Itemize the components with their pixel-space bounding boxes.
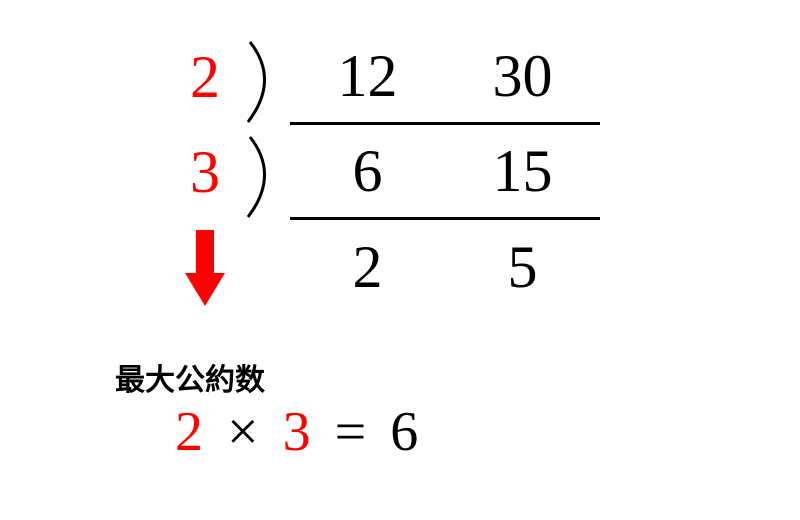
eq-times: × — [227, 401, 259, 463]
bracket-1 — [240, 30, 290, 125]
bracket-2 — [240, 125, 290, 220]
num-r3-c1: 2 — [290, 233, 445, 302]
num-r2-c1: 6 — [290, 137, 445, 206]
bracket-arc-icon — [240, 30, 290, 125]
dividends-row-2: 6 15 — [290, 125, 600, 220]
num-r2-c2: 15 — [445, 137, 600, 206]
divisor-2: 3 — [170, 138, 240, 207]
eq-equals: = — [335, 401, 367, 463]
arrow-cell — [170, 220, 240, 315]
ladder-row-1: 2 12 30 — [170, 30, 600, 125]
ladder-row-2: 3 6 15 — [170, 125, 600, 220]
num-r1-c2: 30 — [445, 42, 600, 111]
eq-result: 6 — [390, 401, 418, 463]
down-arrow-icon — [182, 228, 228, 308]
dividends-row-3: 2 5 — [290, 220, 600, 315]
num-r3-c2: 5 — [445, 233, 600, 302]
gcd-equation: 2 × 3 = 6 — [175, 400, 418, 464]
ladder-division: 2 12 30 3 6 15 — [170, 30, 600, 315]
ladder-row-3: 2 5 — [170, 220, 600, 315]
eq-a: 2 — [175, 401, 203, 463]
bracket-arc-icon — [240, 125, 290, 220]
eq-b: 3 — [283, 401, 311, 463]
bracket-3-empty — [240, 220, 290, 315]
gcd-label: 最大公約数 — [115, 355, 265, 399]
divisor-1: 2 — [170, 43, 240, 112]
dividends-row-1: 12 30 — [290, 30, 600, 125]
num-r1-c1: 12 — [290, 42, 445, 111]
